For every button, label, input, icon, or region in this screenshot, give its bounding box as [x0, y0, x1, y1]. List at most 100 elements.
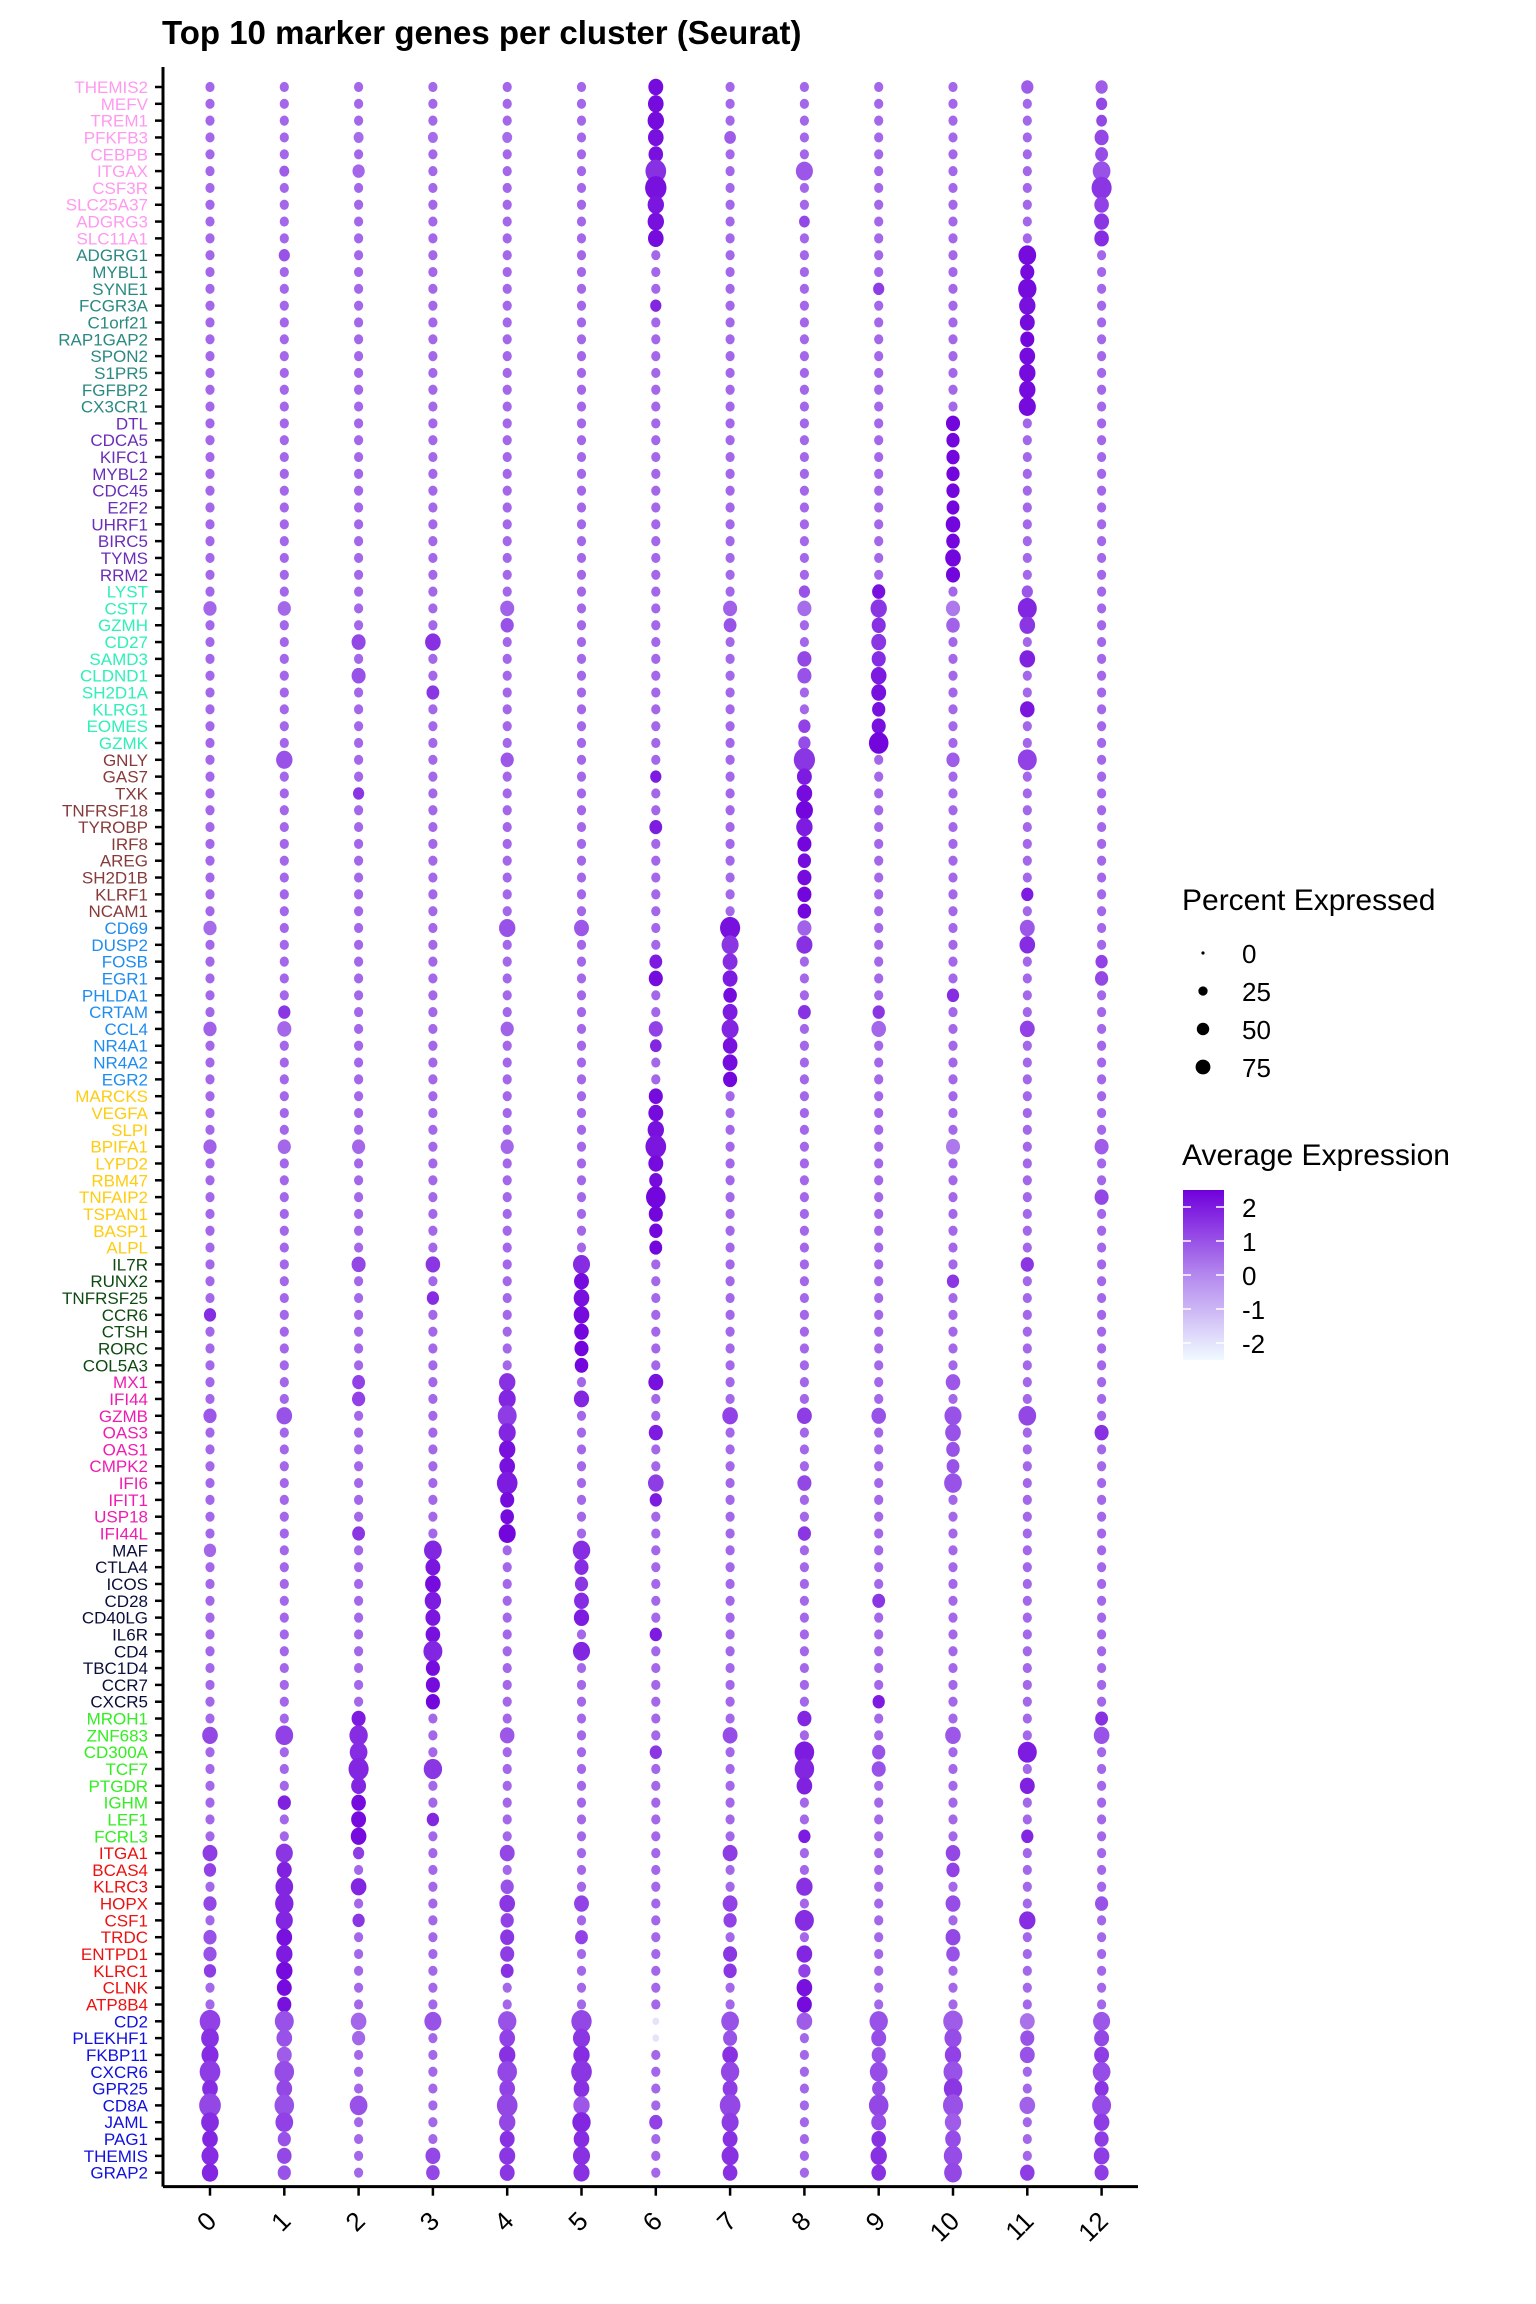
dot [572, 1254, 591, 1274]
dot [651, 872, 661, 883]
dot [651, 1393, 661, 1405]
dot [799, 2049, 809, 2061]
gene-label: RUNX2 [90, 1272, 148, 1291]
gene-label: IRF8 [111, 835, 148, 854]
dot [576, 1057, 587, 1068]
dot [1097, 418, 1107, 429]
dot [725, 1192, 735, 1203]
dot [799, 1932, 809, 1943]
dot [725, 1545, 735, 1556]
gene-label: IFIT1 [108, 1491, 148, 1510]
dot [279, 1629, 289, 1640]
dot [943, 2145, 963, 2167]
dot [651, 266, 661, 278]
dot [205, 1393, 215, 1405]
dot [279, 165, 290, 177]
dot [651, 2100, 661, 2111]
dot [354, 1646, 364, 1657]
dot [1022, 1511, 1032, 1522]
dot [205, 216, 215, 227]
dot [723, 987, 737, 1003]
dot [799, 973, 809, 984]
dot [725, 149, 735, 160]
dot [354, 653, 364, 664]
dot [651, 620, 661, 631]
gene-label: SAMD3 [89, 650, 148, 669]
gene-label: CSF1 [105, 1911, 148, 1930]
dot [576, 1864, 587, 1875]
dot [799, 1444, 809, 1455]
dot [799, 435, 809, 446]
x-tick-label: 5 [562, 2206, 593, 2237]
dot [799, 1141, 809, 1152]
dot [719, 2093, 741, 2117]
dot [424, 2011, 442, 2031]
dot [874, 1948, 884, 1960]
dot [649, 1493, 662, 1507]
dot [725, 1208, 735, 1220]
dot [1018, 397, 1036, 417]
dot [428, 1225, 438, 1236]
dot [651, 704, 661, 715]
dot [1020, 2164, 1035, 2181]
dot [576, 1477, 587, 1489]
dot [874, 1881, 884, 1892]
dot [1022, 2150, 1032, 2161]
dot [1022, 1007, 1032, 1018]
dot [1019, 296, 1036, 315]
dot [497, 2060, 517, 2083]
dot [279, 98, 289, 109]
dot [948, 351, 958, 362]
dot [725, 1259, 735, 1270]
dot [725, 1343, 735, 1354]
dot [205, 283, 215, 294]
dot [651, 1276, 661, 1287]
dot [648, 78, 664, 96]
dot [725, 687, 735, 698]
dot [205, 721, 215, 732]
dot [651, 384, 661, 395]
dot [576, 805, 587, 816]
dot [279, 1107, 289, 1119]
dot [205, 485, 215, 496]
dot [725, 1326, 735, 1337]
dot [354, 620, 364, 631]
dot [799, 1393, 809, 1405]
x-tick-label: 3 [414, 2206, 445, 2237]
dot [279, 1646, 289, 1657]
dot [944, 1473, 962, 1493]
dot [723, 600, 738, 617]
dot [799, 1629, 809, 1640]
dot [799, 149, 809, 160]
dot [574, 1559, 589, 1575]
dot [799, 1797, 809, 1808]
dot [651, 1965, 661, 1976]
dot [428, 1965, 438, 1976]
dot [205, 1208, 215, 1220]
dot [725, 1831, 735, 1842]
gene-label: HOPX [100, 1895, 148, 1914]
dot [576, 166, 587, 177]
gene-label: CCR6 [102, 1306, 148, 1325]
dot [354, 502, 364, 513]
dot [574, 1592, 589, 1610]
dot [948, 1881, 958, 1892]
dot [502, 418, 512, 429]
dot [576, 1848, 587, 1859]
dot [576, 586, 587, 597]
dot [502, 1326, 512, 1337]
dot [502, 1864, 512, 1875]
dot [428, 250, 438, 261]
dot [874, 569, 884, 580]
dot [428, 1713, 438, 1724]
dot [1022, 2066, 1032, 2077]
dot [874, 838, 884, 849]
dot [354, 1040, 364, 1051]
dot [1022, 906, 1032, 917]
dot [502, 451, 512, 463]
dot [948, 889, 958, 900]
dot [725, 1814, 735, 1825]
dot [354, 1595, 364, 1606]
dot [502, 1982, 512, 1993]
dot [354, 435, 364, 446]
